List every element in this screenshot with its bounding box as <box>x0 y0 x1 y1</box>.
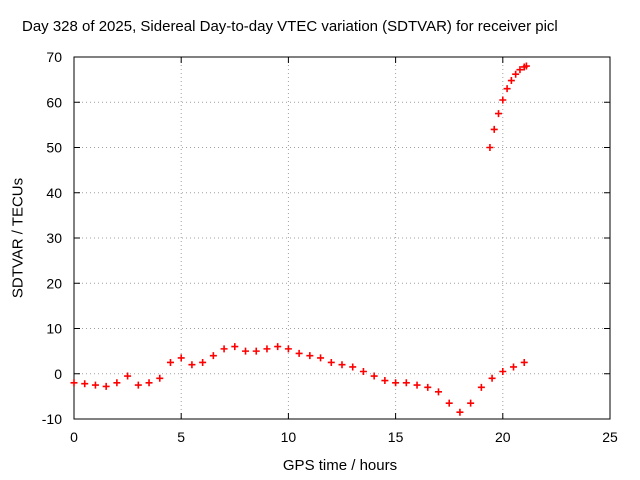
data-point-main <box>327 358 335 366</box>
data-point-main <box>242 347 250 355</box>
data-point-branch <box>490 125 498 133</box>
data-point-main <box>209 352 217 360</box>
data-point-branch <box>516 66 524 74</box>
x-tick-label: 25 <box>602 429 618 445</box>
data-point-main <box>156 374 164 382</box>
data-point-main <box>381 377 389 385</box>
data-point-main <box>102 382 110 390</box>
data-point-main <box>359 367 367 375</box>
y-tick-label: 40 <box>46 185 62 201</box>
data-point-main <box>338 361 346 369</box>
x-axis-label: GPS time / hours <box>282 457 398 474</box>
data-point-main <box>456 408 464 416</box>
data-point-main <box>252 347 260 355</box>
data-point-branch <box>486 144 494 151</box>
x-tick-label: 15 <box>388 429 404 445</box>
data-point-branch <box>507 77 515 85</box>
y-tick-label: 10 <box>46 321 62 337</box>
x-tick-label: 20 <box>495 429 511 445</box>
data-point-main <box>445 399 453 407</box>
data-point-branch <box>495 110 503 118</box>
data-point-main <box>402 379 410 387</box>
data-point-branch <box>512 70 520 78</box>
data-series <box>70 62 530 416</box>
y-tick-label: 0 <box>54 366 62 382</box>
data-point-main <box>166 358 174 366</box>
y-tick-label: 20 <box>46 275 62 291</box>
data-point-main <box>220 345 228 353</box>
data-point-main <box>520 358 528 366</box>
data-point-main <box>317 354 325 362</box>
data-point-main <box>434 388 442 396</box>
data-point-main <box>349 363 357 371</box>
data-point-main <box>145 379 153 387</box>
data-point-branch <box>522 62 530 70</box>
x-tick-label: 10 <box>281 429 297 445</box>
data-point-main <box>306 352 314 360</box>
data-point-main <box>392 379 400 387</box>
y-tick-label: 30 <box>46 230 62 246</box>
y-tick-label: 50 <box>46 140 62 156</box>
data-point-main <box>510 363 518 371</box>
axis-ticks: 0 5 10 15 20 25 -10 0 10 20 30 40 50 60 70 <box>42 49 618 445</box>
data-point-main <box>284 345 292 353</box>
data-point-main <box>488 374 496 382</box>
data-point-main <box>477 383 485 391</box>
x-tick-label: 5 <box>177 429 185 445</box>
data-point-main <box>424 383 432 391</box>
data-point-main <box>188 361 196 369</box>
data-point-main <box>177 354 185 362</box>
data-point-branch <box>499 96 507 104</box>
chart-title: Day 328 of 2025, Sidereal Day-to-day VTE… <box>22 18 558 35</box>
data-point-main <box>124 372 132 380</box>
data-point-main <box>499 367 507 375</box>
data-point-main <box>413 381 421 389</box>
y-tick-label: 60 <box>46 94 62 110</box>
data-point-main <box>274 343 282 351</box>
y-tick-label: 70 <box>46 49 62 65</box>
data-point-main <box>134 381 142 389</box>
data-point-main <box>467 399 475 407</box>
data-point-branch <box>503 85 511 93</box>
x-tick-label: 0 <box>70 429 78 445</box>
data-point-main <box>231 343 239 351</box>
grid <box>74 57 610 419</box>
data-point-main <box>263 345 271 353</box>
data-point-main <box>199 358 207 366</box>
data-point-main <box>113 379 121 387</box>
y-axis-label: SDTVAR / TECUs <box>9 177 27 299</box>
data-point-main <box>370 372 378 380</box>
data-point-main <box>91 381 99 389</box>
y-tick-label: -10 <box>42 411 62 427</box>
data-point-main <box>70 379 78 387</box>
data-point-main <box>81 380 89 388</box>
data-point-main <box>295 349 303 357</box>
